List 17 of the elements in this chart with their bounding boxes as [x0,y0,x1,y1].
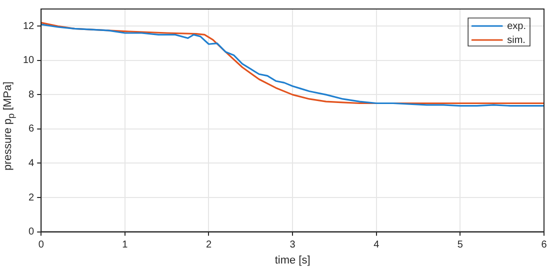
y-tick-label: 12 [23,20,35,32]
y-tick-label: 8 [28,89,35,100]
y-tick-label: 6 [28,124,35,135]
x-tick-label: 6 [541,240,548,251]
legend-label: exp. [507,20,526,32]
x-tick-label: 3 [290,240,296,251]
y-tick-label: 2 [28,192,35,204]
x-tick-label: 5 [457,240,464,251]
x-tick-label: 1 [122,240,128,251]
x-tick-label: 2 [206,240,212,251]
x-tick-label: 4 [374,240,380,251]
x-tick-label: 0 [38,240,44,251]
y-tick-label: 0 [28,226,35,238]
x-axis-title: time [s] [274,254,310,266]
y-tick-label: 4 [28,158,35,169]
y-tick-label: 10 [23,55,35,66]
legend-label: sim. [507,34,526,46]
